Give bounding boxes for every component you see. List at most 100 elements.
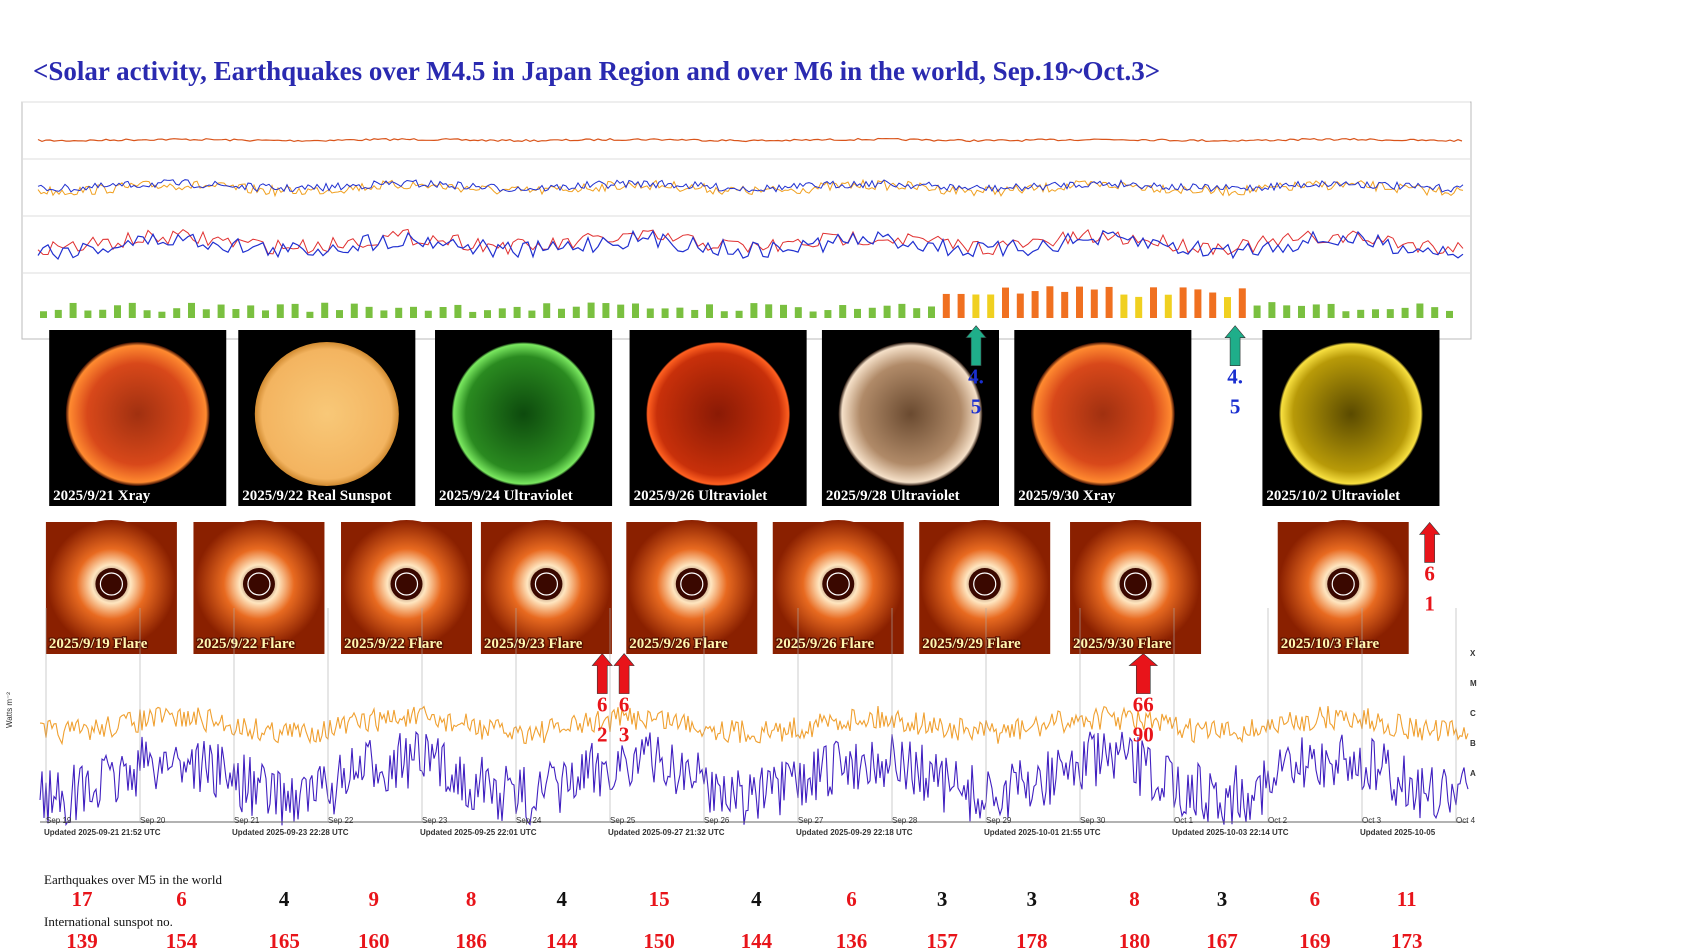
sun-disk	[646, 342, 791, 486]
sunspot-number: 186	[455, 929, 487, 952]
date-label: Sep 20	[140, 816, 166, 825]
quake-count: 6	[846, 887, 857, 911]
magnet-line	[37, 228, 1464, 256]
sun-caption: 2025/10/2 Ultraviolet	[1266, 488, 1400, 504]
kp-bar	[602, 303, 610, 318]
flare-caption: 2025/10/3 Flare	[1281, 636, 1380, 652]
occulter-ring	[1123, 572, 1148, 596]
kp-bar	[750, 303, 758, 318]
kp-bar	[1224, 297, 1231, 318]
arrow	[1418, 521, 1441, 563]
updated-label: Updated 2025-09-25 22:01 UTC	[420, 828, 537, 837]
kp-bar	[1283, 305, 1291, 318]
kp-bar	[1357, 309, 1365, 318]
arrow-label: 4.	[968, 365, 984, 389]
sunspot-number: 173	[1391, 929, 1423, 952]
updated-label: Updated 2025-09-23 22:28 UTC	[232, 828, 349, 837]
kp-bar	[632, 303, 639, 318]
arrow-label: 5	[971, 395, 982, 419]
kp-bar	[1002, 287, 1009, 318]
quake-count: 4	[557, 887, 568, 911]
sun-disk	[65, 342, 210, 486]
class-label: B	[1470, 739, 1476, 748]
updated-label: Updated 2025-10-01 21:55 UTC	[984, 828, 1101, 837]
kp-bar	[898, 303, 906, 318]
arrow	[965, 325, 987, 367]
kp-bar	[84, 310, 92, 318]
kp-bar	[883, 305, 891, 318]
kp-bar	[484, 310, 491, 318]
electron-line	[37, 178, 1464, 198]
sun-caption: 2025/9/28 Ultraviolet	[826, 488, 960, 504]
kp-bar	[1446, 310, 1453, 318]
kp-bar	[1386, 309, 1394, 318]
arrow-label: 5	[1230, 395, 1241, 419]
kp-bar	[691, 309, 699, 318]
kp-bar	[247, 305, 255, 318]
kp-bar	[1179, 287, 1187, 318]
occulter-ring	[1331, 572, 1355, 596]
date-label: Sep 30	[1080, 816, 1106, 825]
arrow-label: 90	[1133, 723, 1154, 747]
kp-bar	[54, 309, 62, 318]
arrow-label: 6	[619, 693, 630, 717]
kp-bar	[646, 308, 654, 318]
kp-bar	[1253, 305, 1261, 318]
quake-count: 17	[71, 887, 92, 911]
arrow	[1224, 325, 1246, 367]
row-label: Earthquakes over M5 in the world	[44, 872, 222, 887]
sunspot-number: 157	[926, 929, 958, 952]
kp-bar	[780, 304, 787, 318]
sun-caption: 2025/9/21 Xray	[53, 488, 151, 504]
flux-long	[39, 705, 1469, 746]
kp-bar	[143, 310, 151, 318]
kp-bar	[1238, 288, 1246, 318]
kp-bar	[735, 310, 743, 318]
sunspot-number: 167	[1206, 929, 1238, 952]
class-label: M	[1470, 679, 1477, 688]
sunspot-number: 160	[358, 929, 390, 952]
kp-bar	[809, 311, 817, 318]
updated-label: Updated 2025-09-27 21:32 UTC	[608, 828, 725, 837]
kp-bar	[1372, 309, 1379, 318]
kp-bar	[913, 308, 921, 318]
date-label: Sep 28	[892, 816, 918, 825]
kp-bar	[69, 302, 77, 318]
kp-bar	[1090, 289, 1098, 318]
flare-caption: 2025/9/26 Flare	[629, 636, 728, 652]
kp-bar	[572, 306, 580, 318]
kp-bar	[1016, 293, 1024, 318]
kp-bar	[1268, 302, 1276, 318]
kp-bar	[173, 308, 181, 318]
occulter-ring	[534, 572, 559, 596]
arrow	[613, 653, 635, 694]
kp-bar	[1076, 286, 1083, 318]
flux-line	[37, 137, 1463, 143]
kp-bar	[99, 309, 107, 318]
quake-count: 6	[176, 887, 187, 911]
kp-bar	[1031, 291, 1039, 318]
kp-bar	[942, 293, 950, 318]
kp-bar	[469, 311, 477, 318]
kp-bar	[128, 302, 136, 318]
kp-bar	[158, 311, 166, 318]
sunspot-number: 144	[741, 929, 773, 952]
kp-bar	[528, 310, 536, 318]
kp-bar	[40, 311, 47, 318]
kp-bar	[824, 310, 832, 318]
quake-count: 6	[1310, 887, 1321, 911]
arrow-label: 3	[619, 723, 630, 747]
kp-bar	[306, 311, 314, 318]
sun-caption: 2025/9/24 Ultraviolet	[439, 488, 573, 504]
kp-bar	[1209, 292, 1217, 318]
sunspot-number: 136	[836, 929, 868, 952]
arrow-label: 4.	[1227, 365, 1243, 389]
arrow-label: 1	[1424, 591, 1435, 615]
class-label: C	[1470, 709, 1476, 718]
flare-caption: 2025/9/22 Flare	[196, 636, 295, 652]
updated-label: Updated 2025-09-29 22:18 UTC	[796, 828, 913, 837]
kp-bar	[957, 293, 965, 318]
class-label: X	[1470, 649, 1476, 658]
kp-bar	[765, 304, 773, 318]
